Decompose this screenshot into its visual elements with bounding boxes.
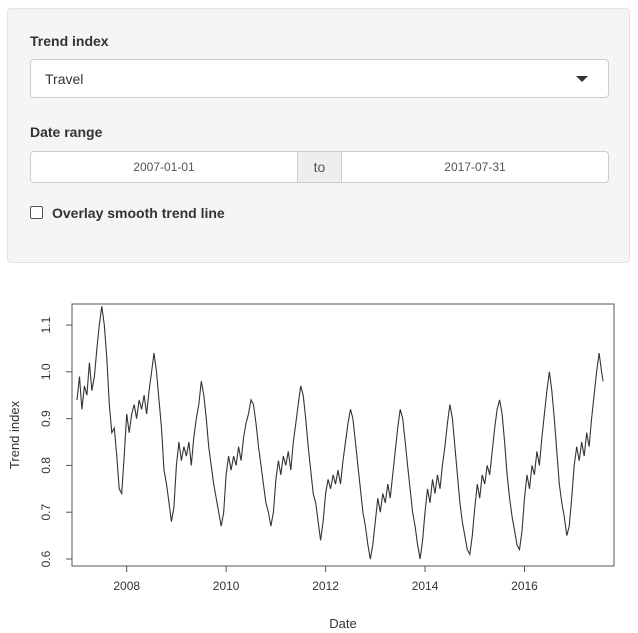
y-tick-label: 0.6: [39, 550, 53, 567]
trend-index-chart: 2008 2010 2012 2014 2016 0.60.70.80.91.01.1 …: [7, 303, 615, 631]
plot-area-frame: [71, 303, 615, 567]
y-tick-label: 0.9: [39, 410, 53, 427]
sidebar-panel: Trend index Travel Date range 2007-01-01…: [7, 8, 630, 263]
date-range-input: 2007-01-01 to 2017-07-31: [30, 151, 609, 183]
x-axis-title: Date: [329, 616, 356, 631]
series-line-trend-index: [76, 306, 604, 560]
x-tick-label: 2008: [113, 579, 140, 593]
overlay-smooth-trend-checkbox[interactable]: [30, 206, 43, 219]
trend-index-select[interactable]: Travel: [30, 59, 609, 98]
x-axis: 2008 2010 2012 2014 2016: [113, 566, 538, 593]
y-tick-label: 1.1: [39, 316, 53, 333]
x-tick-label: 2014: [412, 579, 439, 593]
y-axis-title: Trend index: [7, 400, 22, 469]
y-tick-label: 1.0: [39, 363, 53, 380]
trend-index-label: Trend index: [30, 33, 109, 49]
date-range-separator: to: [298, 151, 341, 183]
overlay-smooth-trend-label: Overlay smooth trend line: [52, 205, 225, 221]
trend-index-selected-value: Travel: [45, 71, 84, 87]
x-tick-label: 2012: [312, 579, 339, 593]
end-date-input[interactable]: 2017-07-31: [341, 151, 609, 183]
y-axis: 0.6 0.7 0.8 0.9 1.0 1.1: [39, 316, 72, 567]
y-tick-label: 0.7: [39, 504, 53, 521]
x-tick-label: 2010: [213, 579, 240, 593]
date-range-label: Date range: [30, 124, 103, 140]
x-tick-label: 2016: [511, 579, 538, 593]
y-tick-label: 0.8: [39, 457, 53, 474]
start-date-input[interactable]: 2007-01-01: [30, 151, 298, 183]
chevron-down-icon: [576, 76, 588, 82]
